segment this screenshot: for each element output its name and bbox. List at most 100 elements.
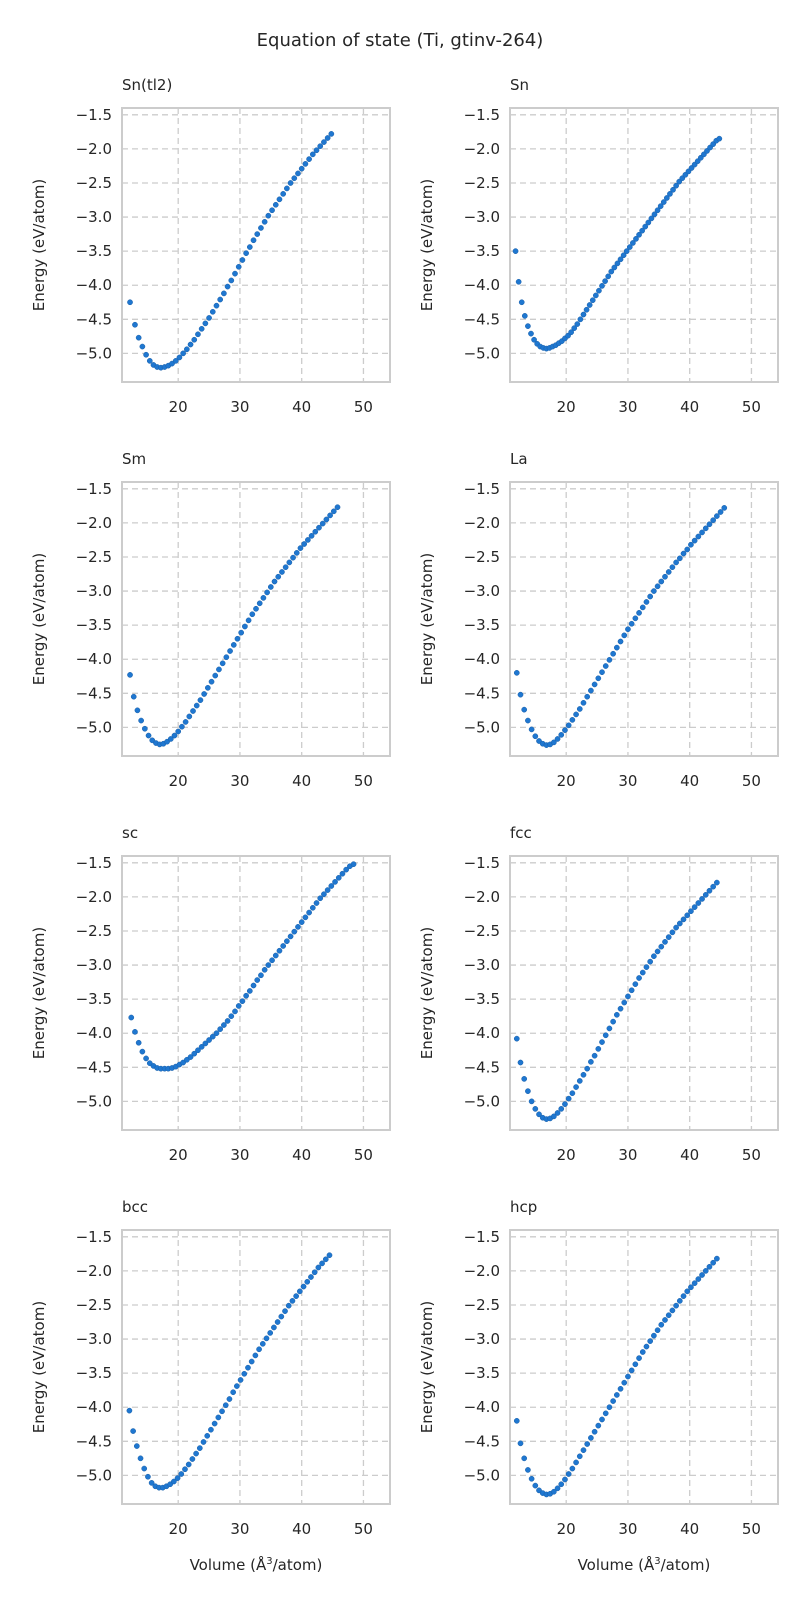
data-point	[138, 717, 144, 724]
data-point	[269, 957, 275, 964]
x-tick-label: 30	[230, 398, 249, 416]
data-point	[569, 717, 576, 723]
data-point	[630, 240, 636, 246]
data-point	[521, 313, 528, 319]
data-point	[521, 706, 528, 713]
data-point	[702, 892, 709, 898]
y-tick-label: −2.5	[464, 1296, 500, 1314]
y-tick-label: −1.5	[464, 1228, 500, 1246]
data-point	[636, 231, 642, 238]
data-point	[565, 1095, 572, 1102]
data-point	[610, 1018, 616, 1025]
data-point	[558, 1481, 565, 1488]
data-point	[611, 264, 618, 271]
subplot-title: bcc	[122, 1198, 148, 1216]
y-tick-label: −3.5	[464, 616, 500, 634]
data-point	[645, 219, 652, 226]
data-point	[714, 1255, 720, 1262]
data-point	[126, 1407, 133, 1414]
y-tick-label: −4.5	[464, 1432, 500, 1450]
data-point	[197, 697, 204, 703]
y-tick-label: −1.5	[76, 106, 112, 124]
data-point	[232, 270, 238, 277]
data-point	[261, 966, 268, 973]
data-point	[185, 1461, 192, 1468]
data-point	[651, 1332, 657, 1339]
data-point	[613, 644, 620, 651]
data-point	[569, 1465, 576, 1472]
y-tick-label: −4.5	[76, 1058, 112, 1076]
x-tick-label: 50	[742, 1146, 761, 1164]
data-point	[669, 929, 676, 936]
data-point	[673, 182, 679, 189]
data-point	[513, 669, 520, 676]
x-tick-label: 40	[292, 772, 311, 790]
data-point	[272, 201, 279, 208]
data-point	[250, 237, 257, 244]
data-point	[241, 1370, 248, 1377]
y-tick-label: −2.5	[464, 548, 500, 566]
data-point	[167, 736, 174, 742]
data-point	[623, 248, 630, 254]
data-point	[676, 555, 683, 562]
data-point	[139, 1048, 146, 1055]
data-point	[626, 244, 633, 250]
data-point	[617, 256, 624, 263]
data-point	[245, 1364, 251, 1371]
data-point	[248, 1358, 255, 1365]
data-point	[710, 883, 717, 890]
data-point	[554, 1110, 561, 1116]
data-point	[617, 638, 624, 645]
plot-frame	[509, 107, 779, 383]
y-tick-label: −1.5	[464, 106, 500, 124]
data-point	[186, 713, 193, 720]
data-point	[699, 896, 705, 902]
x-tick-label: 30	[618, 1146, 637, 1164]
data-point	[234, 1383, 240, 1389]
x-tick-label: 30	[618, 1520, 637, 1538]
data-point	[204, 1432, 211, 1439]
data-point	[592, 292, 599, 299]
subplot-title: hcp	[510, 1198, 537, 1216]
data-point	[658, 943, 665, 950]
data-point	[625, 993, 631, 1000]
y-tick-label: −4.0	[76, 276, 112, 294]
data-point	[654, 948, 661, 955]
data-point	[190, 708, 196, 714]
data-point	[669, 564, 676, 571]
y-tick-label: −5.0	[76, 718, 112, 736]
y-tick-label: −3.5	[76, 242, 112, 260]
subplot-sc: sc −1.5 −2.0 −2.5 −3.0 −3.5 −4.0 −4.5 −5.0 20 30 40…	[30, 824, 391, 1164]
data-point	[602, 663, 609, 669]
data-point	[327, 512, 333, 519]
data-point	[321, 891, 327, 898]
data-point	[565, 722, 572, 729]
y-tick-label: −2.5	[464, 174, 500, 192]
data-point	[643, 964, 650, 970]
y-tick-label: −5.0	[76, 344, 112, 362]
data-point	[343, 866, 350, 873]
data-point	[595, 1422, 602, 1429]
data-point	[172, 358, 179, 364]
data-point	[636, 1355, 642, 1361]
data-point	[584, 1441, 591, 1447]
x-tick-label: 20	[557, 398, 576, 416]
data-point	[265, 962, 272, 968]
x-tick-label: 50	[354, 398, 373, 416]
data-point	[200, 1439, 207, 1445]
y-tick-label: −5.0	[76, 1092, 112, 1110]
data-point	[684, 546, 691, 553]
data-point	[562, 727, 568, 733]
data-point	[654, 583, 661, 590]
data-point	[317, 895, 324, 902]
data-point	[595, 1046, 602, 1052]
data-point	[324, 135, 331, 141]
data-point	[613, 1011, 620, 1018]
data-point	[286, 559, 293, 566]
data-point	[589, 297, 596, 304]
data-point	[198, 1043, 205, 1050]
y-tick-label: −1.5	[464, 854, 500, 872]
data-point	[215, 1414, 222, 1421]
y-tick-label: −3.0	[464, 1330, 500, 1348]
